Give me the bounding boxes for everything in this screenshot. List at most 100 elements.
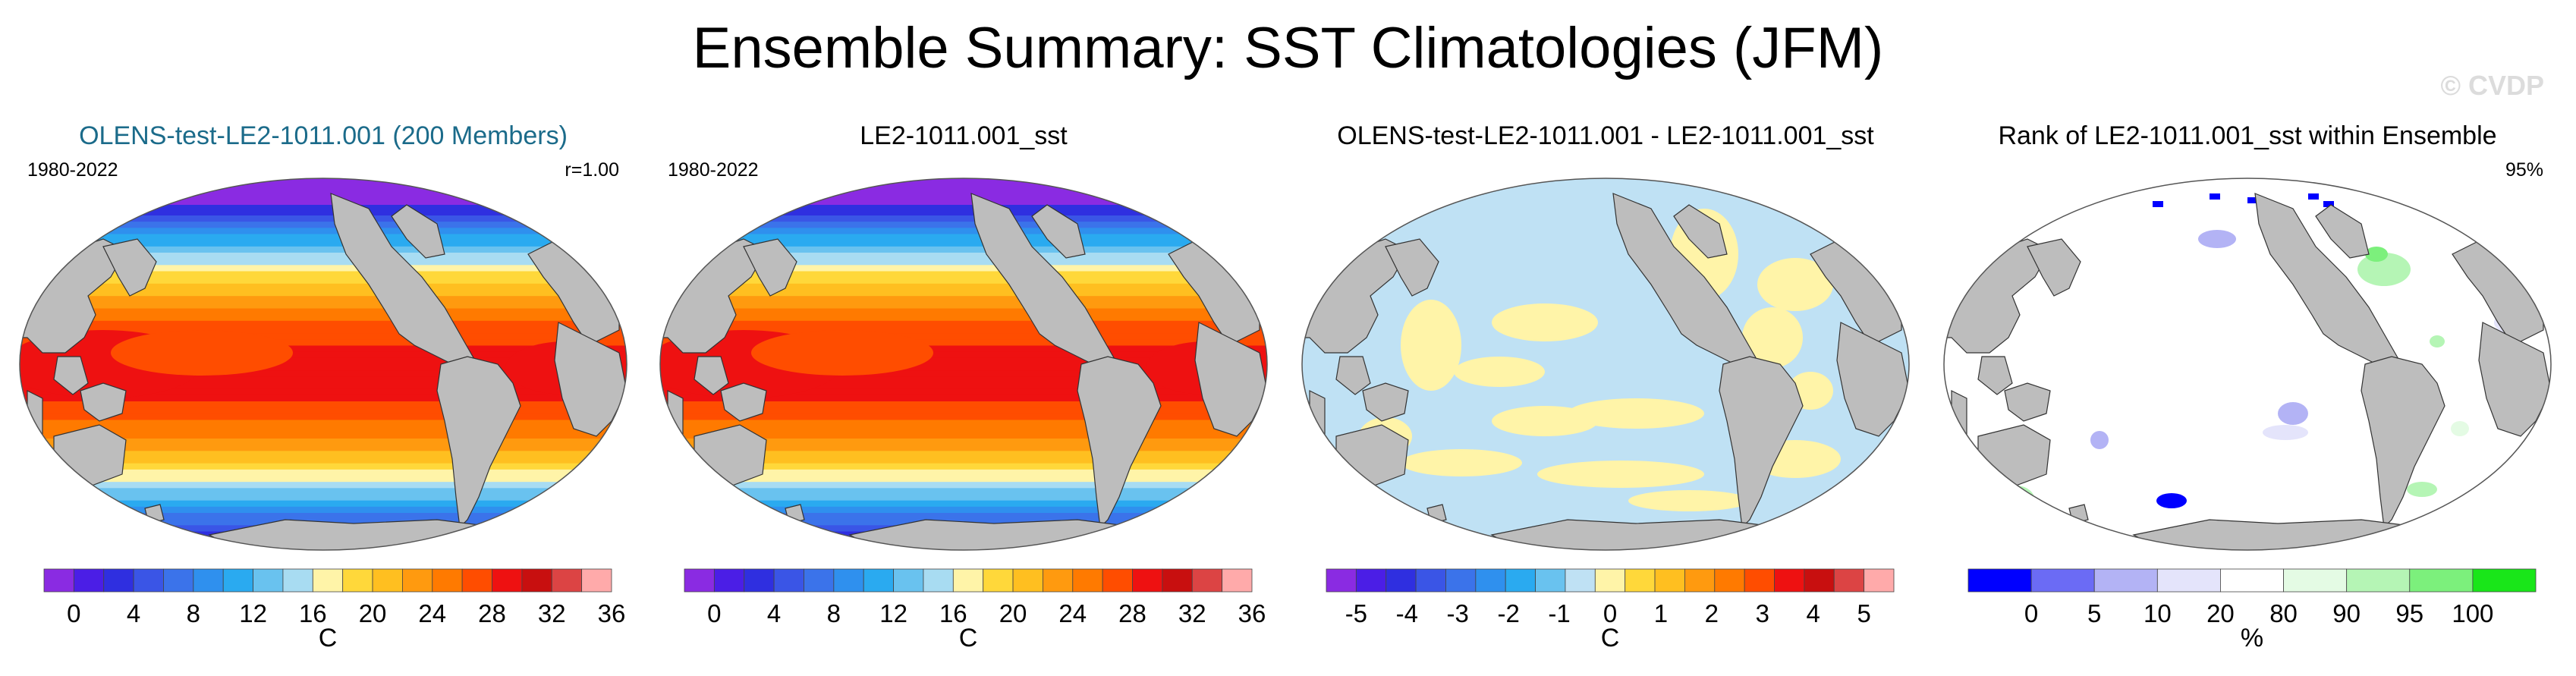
colorbar-swatch bbox=[222, 568, 253, 593]
colorbar-swatch bbox=[2030, 568, 2095, 593]
colorbar-swatch bbox=[1445, 568, 1477, 593]
colorbar-tick-label: 32 bbox=[537, 599, 566, 627]
colorbar-units: C bbox=[1600, 624, 1620, 652]
land-mass bbox=[1077, 356, 1162, 529]
colorbar-tick-label: 24 bbox=[418, 599, 447, 627]
colorbar-swatch bbox=[713, 568, 745, 593]
panel-title: Rank of LE2-1011.001_sst within Ensemble bbox=[1998, 121, 2497, 150]
panel-observed: LE2-1011.001_sst 1980-2022 0 4 8 12 16 20 24 28… bbox=[653, 121, 1275, 675]
colorbar-tick-label: 100 bbox=[2452, 599, 2494, 627]
colorbar-tick-label: 10 bbox=[2143, 599, 2172, 627]
anomaly-region bbox=[1492, 303, 1598, 341]
rank-map bbox=[1943, 178, 2552, 551]
colorbar bbox=[684, 568, 1253, 593]
colorbar-swatch bbox=[1102, 568, 1133, 593]
colorbar-swatch bbox=[863, 568, 894, 593]
land-mass bbox=[694, 356, 729, 395]
colorbar-swatch bbox=[1967, 568, 2032, 593]
sst-map bbox=[659, 178, 1268, 551]
colorbar-swatch bbox=[282, 568, 313, 593]
colorbar-swatch bbox=[521, 568, 552, 593]
colorbar-tick-label: 8 bbox=[826, 599, 841, 627]
land-mass bbox=[436, 356, 521, 529]
rank-region bbox=[2198, 230, 2236, 248]
colorbar-tick-label: 95 bbox=[2395, 599, 2424, 627]
panel-title: OLENS-test-LE2-1011.001 - LE2-1011.001_s… bbox=[1337, 121, 1874, 150]
land-mass bbox=[743, 238, 797, 297]
colorbar-swatch bbox=[133, 568, 164, 593]
colorbar-swatch bbox=[581, 568, 612, 593]
land-mass bbox=[391, 204, 445, 259]
colorbar-swatch bbox=[833, 568, 864, 593]
figure-title: Ensemble Summary: SST Climatologies (JFM… bbox=[692, 16, 1884, 80]
colorbar-swatch bbox=[2156, 568, 2221, 593]
colorbar-swatch bbox=[193, 568, 224, 593]
land-mass bbox=[2004, 382, 2051, 422]
land-mass bbox=[1194, 322, 1267, 437]
land-mass bbox=[1719, 356, 1804, 529]
colorbar-swatch bbox=[804, 568, 835, 593]
colorbar-swatch bbox=[103, 568, 134, 593]
colorbar-swatch bbox=[1191, 568, 1223, 593]
colorbar-tick-label: 5 bbox=[1857, 599, 1871, 627]
colorbar-swatch bbox=[43, 568, 74, 593]
colorbar-swatch bbox=[1625, 568, 1656, 593]
colorbar-swatch bbox=[163, 568, 194, 593]
colorbar-swatch bbox=[342, 568, 373, 593]
colorbar-swatch bbox=[1326, 568, 1357, 593]
colorbar-swatch bbox=[952, 568, 984, 593]
rank-region bbox=[2357, 253, 2411, 286]
colorbar-swatch bbox=[744, 568, 775, 593]
colorbar-units: C bbox=[958, 624, 978, 652]
anomaly-region bbox=[1401, 300, 1461, 391]
colorbar-swatch bbox=[1355, 568, 1387, 593]
colorbar-tick-label: 36 bbox=[1238, 599, 1266, 627]
colorbar-tick-label: 16 bbox=[939, 599, 967, 627]
colorbar-swatch bbox=[684, 568, 715, 593]
rank-region bbox=[2323, 201, 2334, 207]
colorbar-tick-label: -1 bbox=[1548, 599, 1571, 627]
warm-pool bbox=[111, 330, 293, 376]
colorbar-swatch bbox=[1505, 568, 1536, 593]
colorbar-swatch bbox=[73, 568, 105, 593]
colorbar-swatch bbox=[2283, 568, 2348, 593]
colorbar-swatch bbox=[1744, 568, 1775, 593]
colorbar-swatch bbox=[923, 568, 954, 593]
colorbar-tick-label: 20 bbox=[2206, 599, 2235, 627]
colorbar-swatch bbox=[1386, 568, 1417, 593]
colorbar-tick-label: 1 bbox=[1653, 599, 1669, 627]
panel-ensemble-mean: OLENS-test-LE2-1011.001 (200 Members) 19… bbox=[12, 121, 634, 675]
colorbar-swatch bbox=[2346, 568, 2411, 593]
panel-title: OLENS-test-LE2-1011.001 (200 Members) bbox=[79, 121, 568, 150]
land-mass bbox=[554, 322, 627, 437]
colorbar bbox=[43, 568, 612, 593]
warm-pool bbox=[751, 330, 933, 376]
colorbar-tick-label: 5 bbox=[2087, 599, 2102, 627]
land-mass bbox=[80, 382, 127, 422]
colorbar-swatch bbox=[1714, 568, 1745, 593]
colorbar-tick-label: 4 bbox=[1806, 599, 1820, 627]
rank-region bbox=[2451, 421, 2469, 436]
colorbar-swatch bbox=[893, 568, 924, 593]
cvdp-watermark: © CVDP bbox=[2440, 70, 2544, 101]
colorbar-swatch bbox=[312, 568, 344, 593]
rank-region bbox=[2407, 482, 2437, 497]
colorbar-tick-label: 0 bbox=[707, 599, 722, 627]
colorbar-swatch bbox=[551, 568, 583, 593]
map-border bbox=[659, 178, 1268, 551]
anomaly-region bbox=[1757, 258, 1833, 311]
colorbar-tick-label: 90 bbox=[2332, 599, 2361, 627]
anomaly-region bbox=[1537, 461, 1704, 488]
colorbar-tick-label: 12 bbox=[879, 599, 907, 627]
colorbar-tick-label: 36 bbox=[597, 599, 626, 627]
land-mass bbox=[2315, 204, 2370, 259]
colorbar-swatch bbox=[253, 568, 284, 593]
land-mass bbox=[1836, 322, 1909, 437]
colorbar bbox=[1326, 568, 1895, 593]
map-border bbox=[1301, 178, 1910, 551]
colorbar-tick-label: 0 bbox=[1603, 599, 1618, 627]
anomaly-region bbox=[1454, 357, 1545, 387]
colorbar-tick-label: 0 bbox=[67, 599, 81, 627]
colorbar-tick-label: 28 bbox=[1118, 599, 1146, 627]
rank-region bbox=[2430, 335, 2445, 347]
